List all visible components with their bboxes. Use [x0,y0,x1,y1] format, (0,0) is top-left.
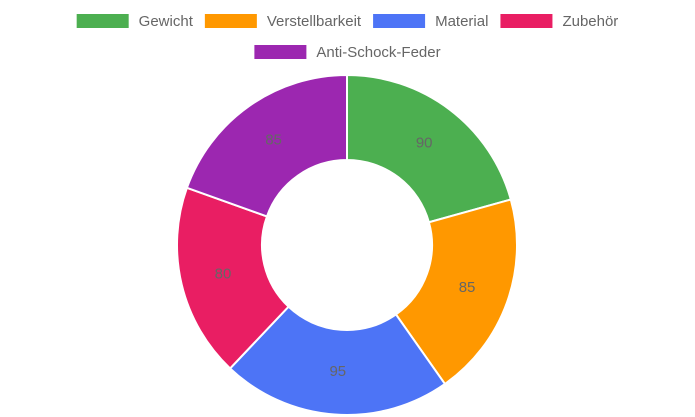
legend-label: Verstellbarkeit [267,13,362,30]
legend-swatch [373,14,426,28]
legend-swatch [254,45,307,59]
data-label: 85 [459,279,476,296]
legend-item: Verstellbarkeit [204,13,362,30]
doughnut: 90 85 95 80 85 [176,73,518,416]
legend-label: Anti-Schock-Feder [316,44,440,61]
data-label: 95 [329,363,346,380]
data-label: 80 [215,266,232,283]
slice [394,198,518,386]
legend-item: Gewicht [76,13,194,30]
legend-swatch [204,14,257,28]
data-label: 90 [416,134,433,151]
data-label: 85 [265,132,282,149]
legend-label: Material [435,13,488,30]
legend-label: Zubehör [562,13,618,30]
slice [176,186,290,370]
legend-item: Material [373,13,488,30]
legend-swatch [500,14,553,28]
legend-item: Zubehör [500,13,618,30]
slice [228,305,447,416]
slice [185,73,348,218]
legend: Gewicht Verstellbarkeit Material Zubehör Ant… [76,13,618,61]
slice [346,73,513,224]
legend-swatch [76,14,129,28]
legend-label: Gewicht [139,13,194,30]
legend-item: Anti-Schock-Feder [254,44,441,61]
